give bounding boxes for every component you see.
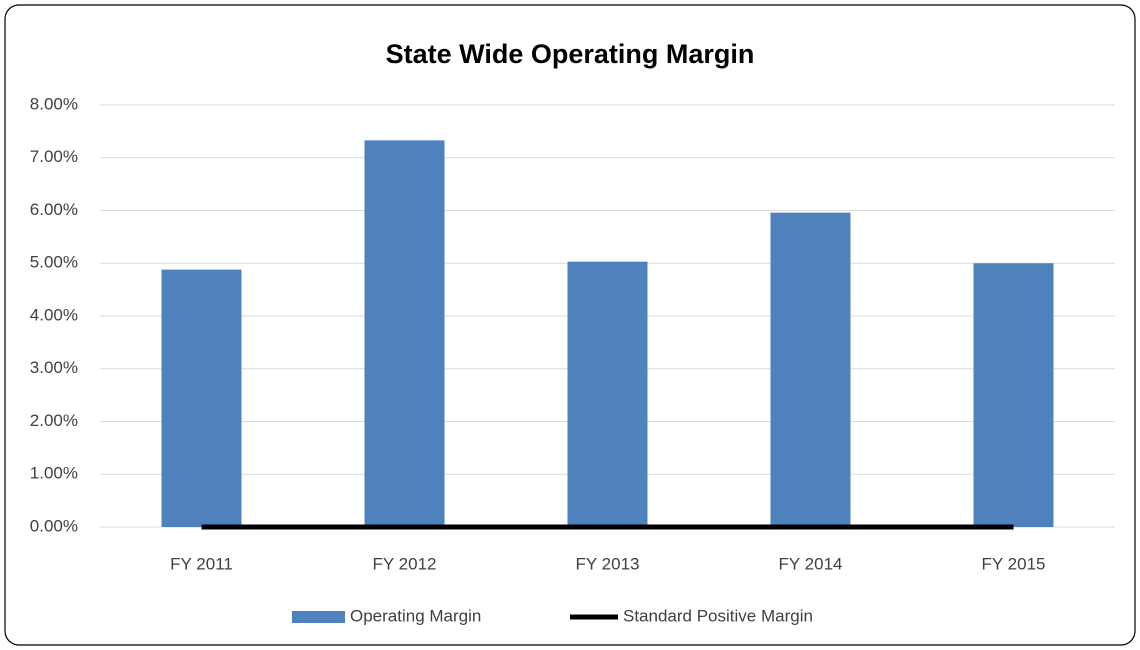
y-tick-label: 6.00%: [30, 200, 78, 219]
y-tick-label: 3.00%: [30, 358, 78, 377]
y-tick-label: 0.00%: [30, 516, 78, 535]
y-tick-label: 8.00%: [30, 94, 78, 113]
y-tick-label: 7.00%: [30, 147, 78, 166]
x-tick-label: FY 2013: [576, 554, 640, 573]
x-tick-label: FY 2015: [982, 554, 1046, 573]
legend-swatch: [292, 611, 345, 623]
bar: [770, 212, 851, 528]
y-tick-label: 2.00%: [30, 411, 78, 430]
bar: [364, 140, 445, 527]
y-tick-label: 5.00%: [30, 253, 78, 272]
chart-title: State Wide Operating Margin: [386, 39, 755, 69]
x-tick-label: FY 2014: [779, 554, 843, 573]
x-tick-label: FY 2011: [170, 554, 233, 573]
legend-label: Operating Margin: [350, 606, 481, 625]
y-tick-label: 4.00%: [30, 305, 78, 324]
legend-label: Standard Positive Margin: [623, 606, 813, 625]
bar: [161, 269, 242, 527]
bar: [567, 261, 648, 527]
y-tick-label: 1.00%: [30, 464, 78, 483]
x-tick-label: FY 2012: [373, 554, 437, 573]
bar: [973, 263, 1054, 527]
